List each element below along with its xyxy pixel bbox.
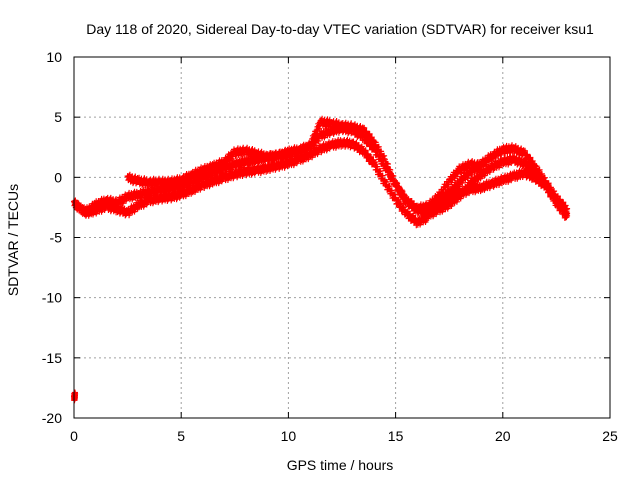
x-tick-labels: 0 5 10 15 20 25 [70,428,618,444]
y-tick-label: 5 [54,109,62,125]
y-tick-label: -15 [42,350,62,366]
y-tick-label: -20 [42,410,62,426]
x-tick-label: 20 [495,428,511,444]
y-tick-label: 10 [46,49,62,65]
data-points [71,115,571,404]
grid [74,57,610,418]
y-tick-label: 0 [54,169,62,185]
y-tick-label: -10 [42,290,62,306]
y-tick-labels: -20 -15 -10 -5 0 5 10 [42,49,62,426]
x-tick-label: 10 [281,428,297,444]
x-tick-label: 5 [177,428,185,444]
x-tick-label: 15 [388,428,404,444]
x-tick-label: 0 [70,428,78,444]
y-axis-label: SDTVAR / TECUs [5,184,21,296]
x-axis-label: GPS time / hours [287,457,394,473]
y-tick-label: -5 [50,230,63,246]
x-tick-label: 25 [602,428,618,444]
chart-title: Day 118 of 2020, Sidereal Day-to-day VTE… [86,21,594,37]
